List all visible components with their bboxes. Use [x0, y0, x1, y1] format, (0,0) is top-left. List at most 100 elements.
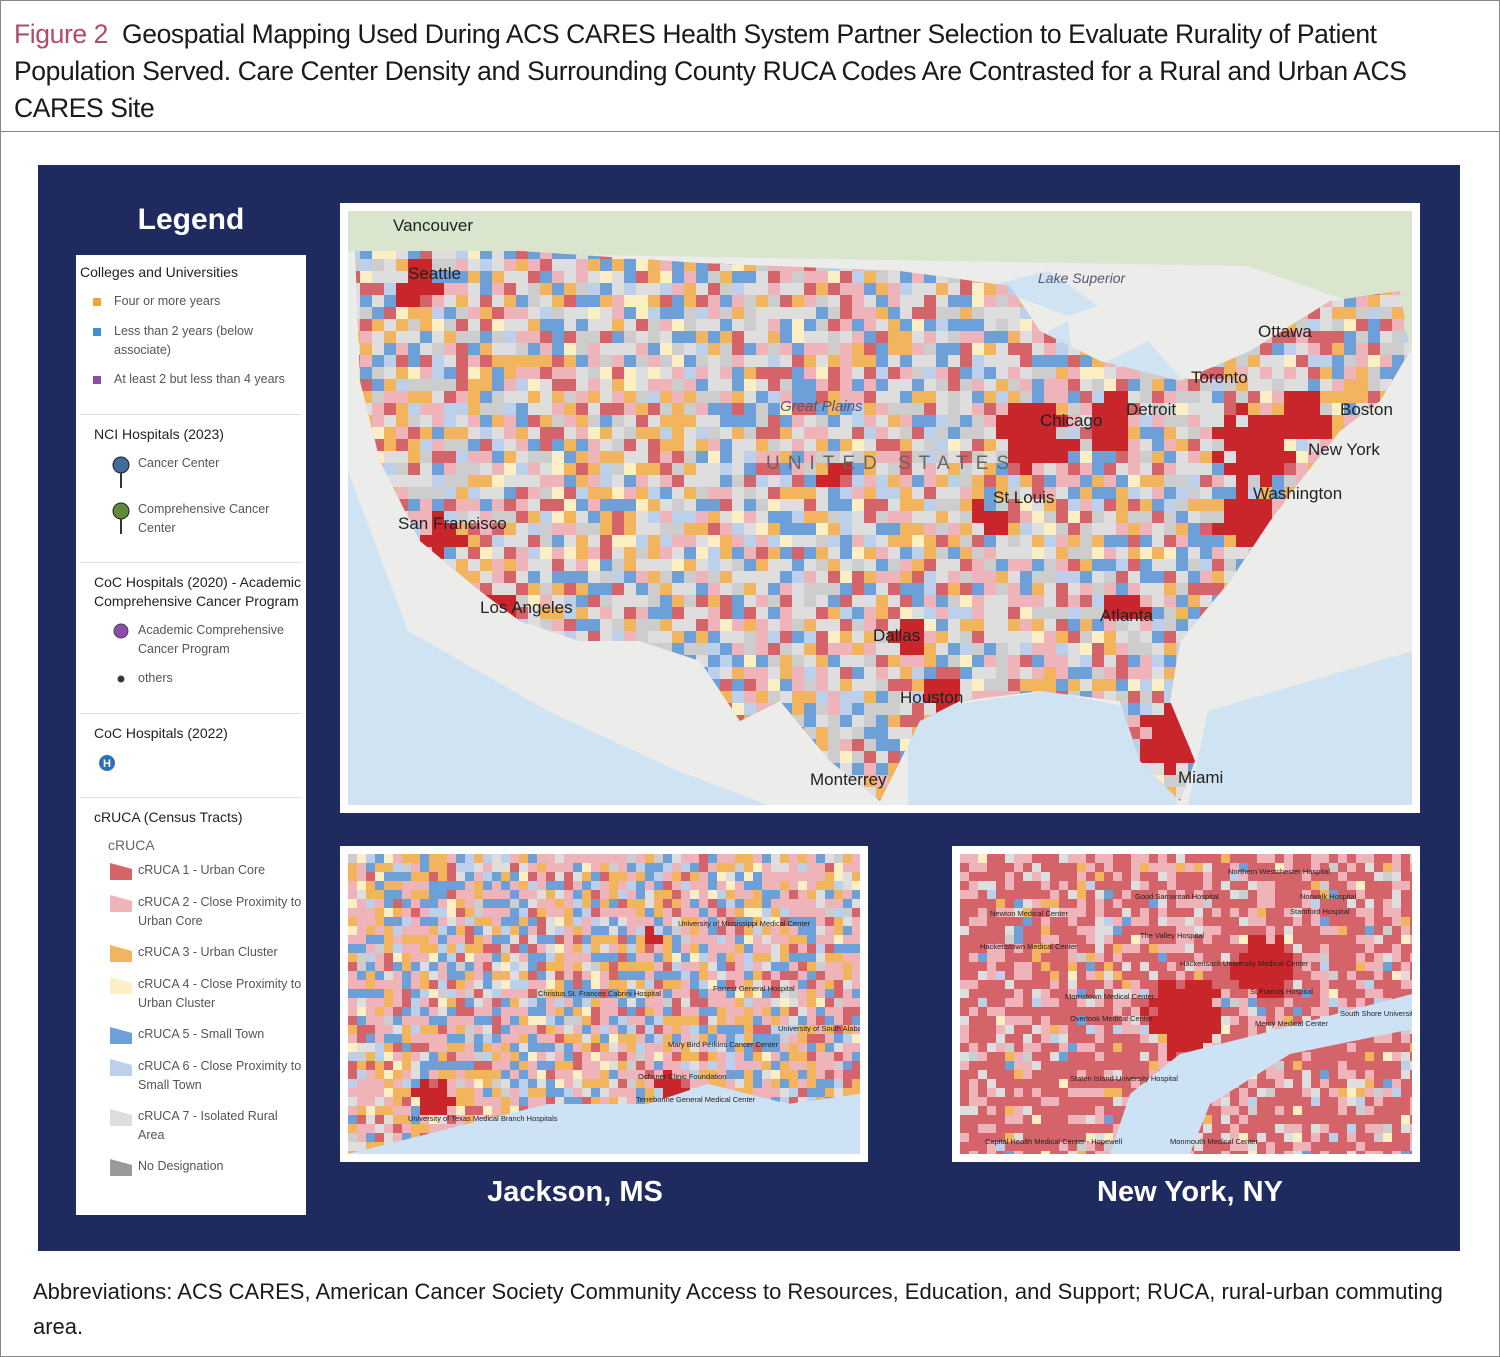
tract [645, 890, 654, 899]
tract [1056, 463, 1068, 475]
tract [699, 899, 708, 908]
tract [564, 890, 573, 899]
tract [1044, 415, 1056, 427]
legend-item: At least 2 but less than 4 years [80, 370, 302, 390]
tract [474, 872, 483, 881]
tract [912, 271, 924, 283]
tract [1260, 379, 1272, 391]
tract [672, 571, 684, 583]
place-label: San Francisco [398, 514, 507, 533]
tract [576, 535, 588, 547]
tract [432, 487, 444, 499]
tract [756, 499, 768, 511]
tract [420, 499, 432, 511]
tract [807, 899, 816, 908]
place-label: Houston [900, 688, 963, 707]
figure-title-text: Geospatial Mapping Used During ACS CARES… [14, 19, 1407, 123]
tract [900, 475, 912, 487]
tract [804, 271, 816, 283]
legend-symbol [104, 1157, 138, 1177]
tract [612, 343, 624, 355]
legend-section: CoC Hospitals (2022) H [80, 714, 302, 798]
tract [768, 535, 780, 547]
place-label: Atlanta [1100, 606, 1153, 625]
tract [780, 691, 792, 703]
tract [648, 295, 660, 307]
legend-item: cRUCA 5 - Small Town [104, 1025, 302, 1045]
tract [624, 379, 636, 391]
tract [780, 487, 792, 499]
tract [684, 391, 696, 403]
tract [1236, 367, 1248, 379]
tract [627, 908, 636, 917]
tract [1152, 475, 1164, 487]
tract [936, 427, 948, 439]
tract [996, 283, 1008, 295]
tract [696, 295, 708, 307]
tract [1056, 475, 1068, 487]
tract [564, 547, 576, 559]
tract [1320, 319, 1332, 331]
tract [888, 511, 900, 523]
tract [1152, 595, 1164, 607]
tract [432, 343, 444, 355]
tract [600, 499, 612, 511]
tract [936, 307, 948, 319]
place-label: Toronto [1191, 368, 1248, 387]
swatch [93, 298, 101, 306]
tract [900, 295, 912, 307]
tract [753, 899, 762, 908]
tract [360, 319, 372, 331]
tract [600, 487, 612, 499]
tract [804, 403, 816, 415]
legend-item: cRUCA 1 - Urban Core [104, 861, 302, 881]
tract [792, 307, 804, 319]
tract [792, 379, 804, 391]
tract [924, 619, 936, 631]
legend-icon [110, 895, 132, 912]
tract [1128, 643, 1140, 655]
inset-map: University of Mississippi Medical Center… [348, 854, 860, 1154]
tract [708, 391, 720, 403]
tract [780, 439, 792, 451]
tract [972, 475, 984, 487]
tract [588, 523, 600, 535]
tract [444, 331, 456, 343]
tract [768, 499, 780, 511]
tract [528, 251, 540, 259]
legend-item: cRUCA 6 - Close Proximity to Small Town [104, 1057, 302, 1095]
tract [645, 899, 654, 908]
tract [996, 607, 1008, 619]
tract [1224, 559, 1236, 571]
tract [756, 307, 768, 319]
tract [789, 908, 798, 917]
tract [708, 535, 720, 547]
tract [708, 295, 720, 307]
tract [780, 367, 792, 379]
tract [552, 499, 564, 511]
tract [744, 595, 756, 607]
tract [780, 854, 789, 863]
tract [756, 379, 768, 391]
tract [636, 908, 645, 917]
tract [984, 367, 996, 379]
tract [972, 367, 984, 379]
tract [756, 631, 768, 643]
tract [684, 583, 696, 595]
tract [600, 881, 609, 890]
tract [429, 917, 438, 926]
tract [660, 439, 672, 451]
tract [396, 415, 408, 427]
legend-section: NCI Hospitals (2023) Cancer Center Compreh… [80, 415, 302, 563]
tract [600, 295, 612, 307]
swatch [110, 1027, 132, 1044]
tract [660, 295, 672, 307]
tract [600, 872, 609, 881]
tract [780, 295, 792, 307]
tract [798, 872, 807, 881]
tract [1020, 643, 1032, 655]
tract [888, 487, 900, 499]
tract [636, 259, 648, 271]
tract [366, 908, 375, 917]
tract [516, 251, 528, 259]
